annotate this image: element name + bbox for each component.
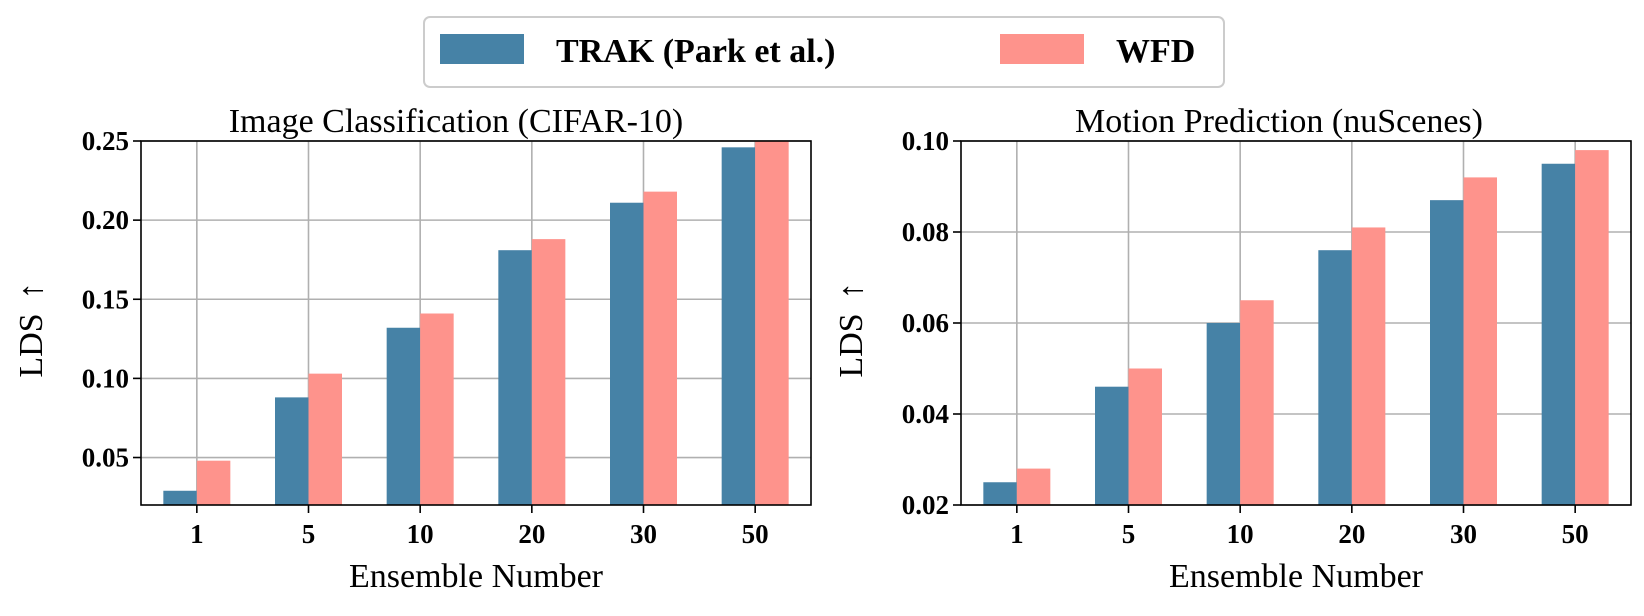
y-tick-label: 0.25 bbox=[82, 126, 129, 156]
bar-wfd-1 bbox=[196, 460, 231, 505]
x-tick-label: 1 bbox=[1010, 519, 1024, 549]
x-tick-label: 30 bbox=[630, 519, 657, 549]
y-tick-label: 0.20 bbox=[82, 205, 129, 235]
bar-wfd-5 bbox=[308, 373, 342, 505]
bar-trak-20 bbox=[498, 250, 532, 505]
gridlines bbox=[961, 140, 1631, 506]
bar-trak-5 bbox=[1095, 386, 1129, 505]
y-axis-label: LDS ↑ bbox=[833, 282, 870, 377]
bar-trak-10 bbox=[386, 327, 421, 505]
y-tick-label: 0.05 bbox=[82, 443, 129, 473]
bar-wfd-50 bbox=[755, 141, 789, 505]
x-axis-label: Ensemble Number bbox=[349, 558, 604, 595]
y-axis-label: LDS ↑ bbox=[13, 282, 50, 377]
bar-wfd-20 bbox=[1351, 227, 1386, 505]
chart-motion-prediction: Motion Prediction (nuScenes) 0.020.040.0… bbox=[833, 103, 1632, 595]
y-axis-label-group: LDS ↑ bbox=[13, 282, 50, 377]
bar-trak-1 bbox=[983, 482, 1017, 505]
y-tick-label: 0.02 bbox=[902, 490, 949, 520]
bar-wfd-5 bbox=[1128, 368, 1162, 505]
y-tick-label: 0.04 bbox=[902, 399, 949, 429]
bar-trak-1 bbox=[163, 490, 197, 505]
legend: TRAK (Park et al.) WFD bbox=[423, 16, 1225, 88]
x-tick-label: 20 bbox=[518, 519, 545, 549]
x-tick-label: 10 bbox=[1227, 519, 1254, 549]
y-axis-label-arrow: ↑ bbox=[833, 282, 870, 299]
bar-wfd-10 bbox=[1240, 300, 1274, 505]
bar-wfd-30 bbox=[643, 191, 677, 505]
y-tick-label: 0.15 bbox=[82, 284, 129, 314]
bar-trak-50 bbox=[1541, 163, 1576, 505]
bar-wfd-50 bbox=[1575, 150, 1609, 505]
chart-title: Image Classification (CIFAR-10) bbox=[229, 103, 684, 140]
bar-wfd-30 bbox=[1463, 177, 1497, 505]
bar-trak-5 bbox=[275, 397, 309, 505]
bars bbox=[983, 150, 1609, 505]
plot-frame bbox=[140, 140, 812, 506]
x-tick-label: 50 bbox=[1562, 519, 1589, 549]
bar-trak-50 bbox=[721, 147, 756, 505]
y-axis-label-text: LDS bbox=[13, 313, 50, 377]
x-axis-label: Ensemble Number bbox=[1169, 558, 1424, 595]
x-tick-label: 5 bbox=[1122, 519, 1136, 549]
gridlines bbox=[141, 140, 811, 505]
x-tick-label: 5 bbox=[302, 519, 316, 549]
x-ticks: 1 5 10 20 30 50 bbox=[1010, 505, 1589, 549]
x-tick-label: 1 bbox=[190, 519, 204, 549]
y-tick-label: 0.10 bbox=[902, 126, 949, 156]
bar-wfd-20 bbox=[531, 239, 566, 505]
bar-trak-20 bbox=[1318, 250, 1352, 505]
y-axis-label-group: LDS ↑ bbox=[833, 282, 870, 377]
y-tick-label: 0.08 bbox=[902, 217, 949, 247]
y-ticks: 0.05 0.10 0.15 0.20 0.25 bbox=[82, 126, 141, 473]
x-tick-label: 20 bbox=[1338, 519, 1365, 549]
legend-label-trak: TRAK (Park et al.) bbox=[556, 33, 836, 70]
x-ticks: 1 5 10 20 30 50 bbox=[190, 505, 769, 549]
bars bbox=[163, 141, 789, 505]
x-tick-label: 10 bbox=[407, 519, 434, 549]
y-ticks: 0.02 0.04 0.06 0.08 0.10 bbox=[902, 126, 961, 520]
bar-trak-30 bbox=[610, 202, 644, 505]
legend-label-wfd: WFD bbox=[1116, 33, 1195, 70]
legend-swatch-wfd bbox=[1000, 34, 1084, 64]
bar-wfd-1 bbox=[1016, 468, 1051, 505]
y-axis-label-text: LDS bbox=[833, 313, 870, 377]
bar-wfd-10 bbox=[420, 313, 454, 505]
chart-image-classification: Image Classification (CIFAR-10) 0.05 0.10… bbox=[13, 103, 812, 595]
bar-trak-10 bbox=[1206, 323, 1241, 505]
y-axis-label-arrow: ↑ bbox=[13, 282, 50, 299]
chart-title: Motion Prediction (nuScenes) bbox=[1075, 103, 1483, 140]
x-tick-label: 30 bbox=[1450, 519, 1477, 549]
bar-trak-30 bbox=[1430, 200, 1464, 505]
y-tick-label: 0.06 bbox=[902, 308, 949, 338]
x-tick-label: 50 bbox=[742, 519, 769, 549]
y-tick-label: 0.10 bbox=[82, 363, 129, 393]
legend-swatch-trak bbox=[440, 34, 524, 64]
